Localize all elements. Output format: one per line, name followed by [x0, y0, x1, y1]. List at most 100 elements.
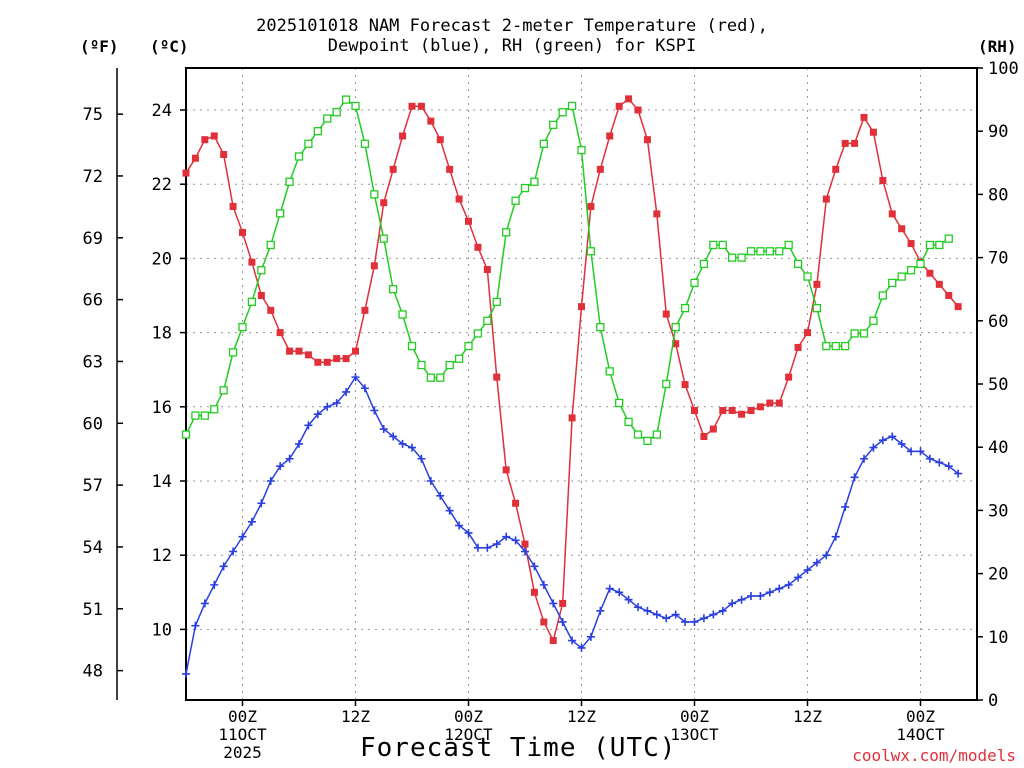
rh-point: [765, 247, 774, 256]
temperature-point: [869, 128, 877, 136]
rh-point: [294, 152, 304, 161]
dewpoint-point: [662, 614, 671, 623]
rh-point: [662, 379, 671, 389]
dewpoint-point: [794, 573, 803, 582]
temperature-point: [794, 343, 802, 351]
dewpoint-point: [671, 610, 680, 619]
temperature-point: [408, 102, 416, 110]
temperature-point: [436, 136, 444, 144]
rh-point: [210, 405, 219, 414]
temperature-point: [201, 136, 209, 144]
dewpoint-point: [907, 447, 916, 456]
x-tick-date-label: 13OCT: [670, 725, 719, 744]
temperature-point: [314, 358, 322, 366]
temperature-point: [417, 102, 425, 110]
celsius-tick-label: 20: [152, 249, 172, 269]
dewpoint-point: [822, 551, 831, 560]
temperature-point: [352, 347, 359, 355]
dewpoint-point: [850, 473, 859, 482]
dewpoint-point: [539, 580, 548, 589]
series-temperature: [182, 95, 962, 645]
fahrenheit-tick-label: 69: [83, 229, 103, 249]
rh-tick-label: 50: [988, 375, 1008, 395]
rh-point: [859, 329, 869, 338]
rh-point: [492, 297, 501, 306]
dewpoint-point: [728, 599, 737, 608]
temperature-point: [191, 154, 199, 162]
rh-point: [822, 341, 831, 351]
x-tick-date-label: 12OCT: [444, 725, 493, 744]
temperature-point: [662, 310, 670, 318]
rh-point: [247, 297, 257, 306]
rh-point: [266, 240, 275, 250]
rh-tick-label: 40: [988, 438, 1008, 458]
x-tick-label: 12Z: [567, 707, 596, 726]
dewpoint-point: [935, 458, 944, 467]
dewpoint-point: [408, 443, 416, 452]
temperature-point: [888, 210, 896, 218]
dewpoint-point: [925, 454, 934, 463]
temperature-point: [502, 466, 510, 474]
dewpoint-point: [756, 592, 765, 601]
dewpoint-point: [869, 443, 878, 452]
temperature-point: [945, 292, 953, 299]
rh-point: [520, 183, 530, 193]
chart-title-line-1: 2025101018 NAM Forecast 2-meter Temperat…: [256, 16, 768, 36]
dewpoint-point: [709, 610, 718, 619]
dewpoint-point: [426, 477, 435, 485]
rh-point: [746, 247, 756, 256]
dewpoint-point: [615, 588, 624, 597]
temperature-point: [239, 228, 246, 236]
rh-point: [323, 114, 332, 123]
temperature-point: [775, 399, 783, 407]
temperature-point: [709, 425, 717, 433]
temperature-point: [210, 132, 218, 140]
rh-point: [407, 341, 417, 351]
dewpoint-point: [276, 462, 285, 471]
rh-point: [906, 266, 916, 275]
rh-point: [483, 316, 492, 325]
rh-point: [341, 95, 351, 104]
temperature-point: [625, 95, 633, 103]
temperature-point: [267, 306, 275, 314]
rh-point: [850, 329, 859, 338]
dewpoint-point: [944, 462, 953, 471]
dewpoint-point: [182, 669, 190, 678]
rh-point: [615, 398, 624, 408]
dewpoint-point: [417, 454, 426, 463]
temperature-point: [342, 355, 350, 363]
x-tick-label: 00Z: [228, 707, 257, 726]
dewpoint-point: [445, 506, 454, 515]
dewpoint-point: [436, 491, 445, 500]
dewpoint-point: [888, 432, 897, 441]
temperature-point: [634, 106, 642, 114]
dewpoint-point: [690, 617, 699, 626]
dewpoint-point: [558, 617, 567, 626]
temperature-point: [549, 637, 557, 645]
rh-point: [417, 360, 426, 370]
dewpoint-point: [210, 580, 219, 589]
fahrenheit-tick-label: 48: [83, 662, 103, 682]
rh-point: [897, 272, 906, 281]
dewpoint-point: [568, 636, 577, 645]
rh-point: [728, 253, 737, 262]
rh-point: [530, 177, 539, 186]
dewpoint-point: [916, 447, 925, 456]
dewpoint-point: [577, 643, 586, 652]
fahrenheit-tick-label: 75: [83, 105, 103, 125]
rh-point: [313, 127, 322, 136]
temperature-point: [333, 355, 341, 363]
rh-point: [351, 101, 360, 111]
dewpoint-point: [323, 402, 332, 411]
rh-axis-label: (RH): [978, 37, 1017, 56]
chart-title-line-2: Dewpoint (blue), RH (green) for KSPI: [327, 36, 697, 56]
rh-point: [878, 291, 887, 300]
temperature-point: [691, 407, 698, 415]
rh-tick-label: 70: [988, 249, 1008, 269]
celsius-tick-label: 16: [152, 398, 172, 418]
temperature-point: [446, 165, 454, 173]
dewpoint-point: [897, 439, 906, 448]
dewpoint-point: [624, 595, 633, 604]
x-tick-year-label: 2025: [223, 743, 262, 762]
dewpoint-point: [596, 606, 605, 615]
